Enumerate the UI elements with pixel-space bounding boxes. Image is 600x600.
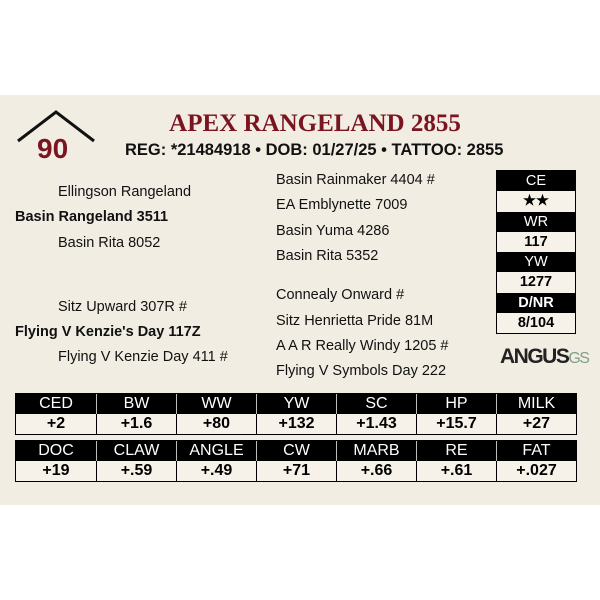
epd-header: FAT [496,441,576,461]
epd-value: +71 [256,461,336,481]
epd-table-2: DOC CLAW ANGLE CW MARB RE FAT +19 +.59 +… [15,440,577,482]
roof-icon [17,110,95,143]
animal-info: REG: *21484918 • DOB: 01/27/25 • TATTOO:… [125,141,504,159]
wr-label: WR [497,211,575,232]
epd-value: +.59 [96,461,176,481]
summary-box: CE ★★ WR 117 YW 1277 D/NR 8/104 [496,170,576,335]
pedigree-outer: Basin Rainmaker 4404 # [276,172,435,188]
epd-header: CED [16,394,96,414]
epd-header: HP [416,394,496,414]
lot-score: 90 [37,133,69,164]
epd-value: +19 [16,461,96,481]
pedigree-outer: Flying V Symbols Day 222 [276,363,447,379]
pedigree-sire: Basin Rangeland 3511 [15,209,169,225]
pedigree-outer: Connealy Onward # [276,287,405,303]
epd-header: DOC [16,441,96,461]
animal-name: APEX RANGELAND 2855 [169,110,461,137]
epd-header: SC [336,394,416,414]
epd-value: +2 [16,414,96,434]
epd-value: +27 [496,414,576,434]
pedigree-outer: EA Emblynette 7009 [276,197,408,213]
pedigree-sire-dam: Basin Rita 8052 [58,235,161,251]
epd-value: +.027 [496,461,576,481]
epd-header: MARB [336,441,416,461]
epd-header: YW [256,394,336,414]
epd-header: MILK [496,394,576,414]
epd-value: +132 [256,414,336,434]
epd-value: +15.7 [416,414,496,434]
pedigree-dam-dam: Flying V Kenzie Day 411 # [58,349,228,365]
epd-header: BW [96,394,176,414]
ce-value: ★★ [497,191,575,212]
dnr-value: 8/104 [497,313,575,334]
epd-value: +80 [176,414,256,434]
epd-header: WW [176,394,256,414]
epd-header: RE [416,441,496,461]
epd-value: +.49 [176,461,256,481]
pedigree-outer: A A R Really Windy 1205 # [276,338,449,354]
yw-label: YW [497,252,575,273]
epd-value: +1.6 [96,414,176,434]
angus-gs-logo: ANGUSGS [500,345,590,368]
pedigree-outer: Basin Yuma 4286 [276,223,390,239]
wr-value: 117 [497,231,575,253]
dnr-label: D/NR [497,292,575,314]
pedigree-dam: Flying V Kenzie's Day 117Z [15,324,201,340]
epd-header: CW [256,441,336,461]
epd-table-1: CED BW WW YW SC HP MILK +2 +1.6 +80 +132… [15,393,577,435]
epd-header: CLAW [96,441,176,461]
epd-value: +.66 [336,461,416,481]
pedigree-outer: Basin Rita 5352 [276,248,379,264]
ce-label: CE [497,171,575,192]
pedigree-outer: Sitz Henrietta Pride 81M [276,313,434,329]
yw-value: 1277 [497,272,575,293]
epd-value: +.61 [416,461,496,481]
epd-header: ANGLE [176,441,256,461]
pedigree-dam-sire: Sitz Upward 307R # [58,299,187,315]
pedigree-sire-sire: Ellingson Rangeland [58,184,192,200]
epd-value: +1.43 [336,414,416,434]
